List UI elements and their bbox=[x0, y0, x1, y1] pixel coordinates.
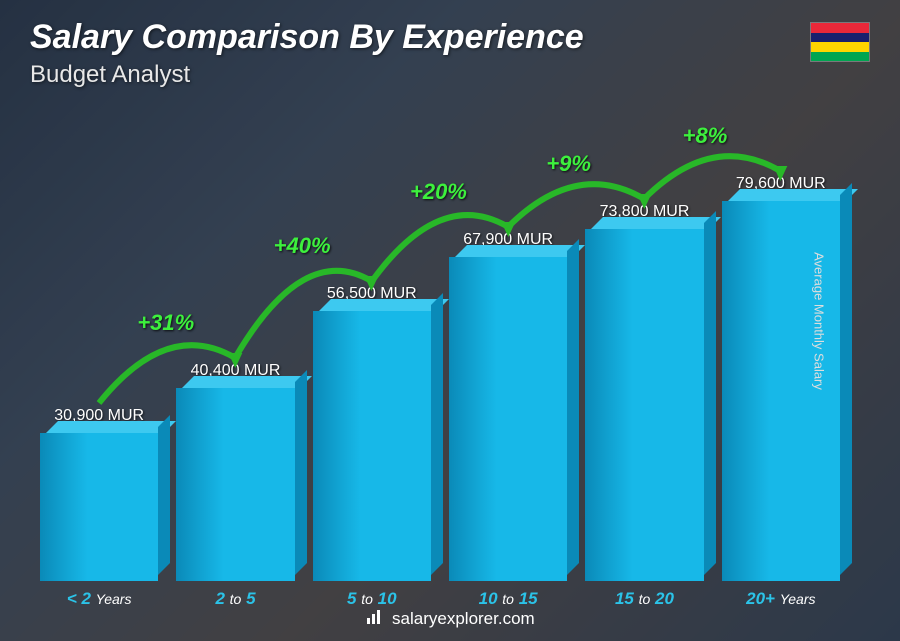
bar bbox=[313, 311, 431, 581]
percentage-increase-badge: +31% bbox=[137, 310, 194, 336]
flag-stripe-4 bbox=[811, 52, 869, 62]
y-axis-label: Average Monthly Salary bbox=[812, 252, 827, 390]
flag-stripe-2 bbox=[811, 33, 869, 43]
bar-group: 40,400 MUR2 to 5 bbox=[176, 121, 294, 581]
header: Salary Comparison By Experience Budget A… bbox=[30, 18, 870, 89]
percentage-increase-badge: +9% bbox=[546, 151, 591, 177]
bar-group: 73,800 MUR15 to 20 bbox=[585, 121, 703, 581]
country-flag-icon bbox=[810, 22, 870, 62]
percentage-increase-badge: +8% bbox=[683, 123, 728, 149]
chart-title: Salary Comparison By Experience bbox=[30, 18, 870, 57]
percentage-increase-badge: +20% bbox=[410, 179, 467, 205]
flag-stripe-1 bbox=[811, 23, 869, 33]
bar-group: 30,900 MUR< 2 Years bbox=[40, 121, 158, 581]
bar bbox=[40, 433, 158, 581]
logo-icon bbox=[365, 608, 383, 631]
bar-category-label: 20+ Years bbox=[722, 589, 840, 609]
footer-attribution: salaryexplorer.com bbox=[0, 608, 900, 631]
bar-category-label: < 2 Years bbox=[40, 589, 158, 609]
bar-chart: 30,900 MUR< 2 Years40,400 MUR2 to 556,50… bbox=[40, 121, 840, 581]
bar-category-label: 5 to 10 bbox=[313, 589, 431, 609]
bar bbox=[585, 229, 703, 581]
bar-category-label: 10 to 15 bbox=[449, 589, 567, 609]
percentage-increase-badge: +40% bbox=[274, 233, 331, 259]
chart-subtitle: Budget Analyst bbox=[30, 61, 870, 89]
bar bbox=[449, 257, 567, 581]
bar-category-label: 15 to 20 bbox=[585, 589, 703, 609]
bar bbox=[176, 388, 294, 581]
bar-category-label: 2 to 5 bbox=[176, 589, 294, 609]
footer-text: salaryexplorer.com bbox=[392, 609, 535, 628]
flag-stripe-3 bbox=[811, 42, 869, 52]
